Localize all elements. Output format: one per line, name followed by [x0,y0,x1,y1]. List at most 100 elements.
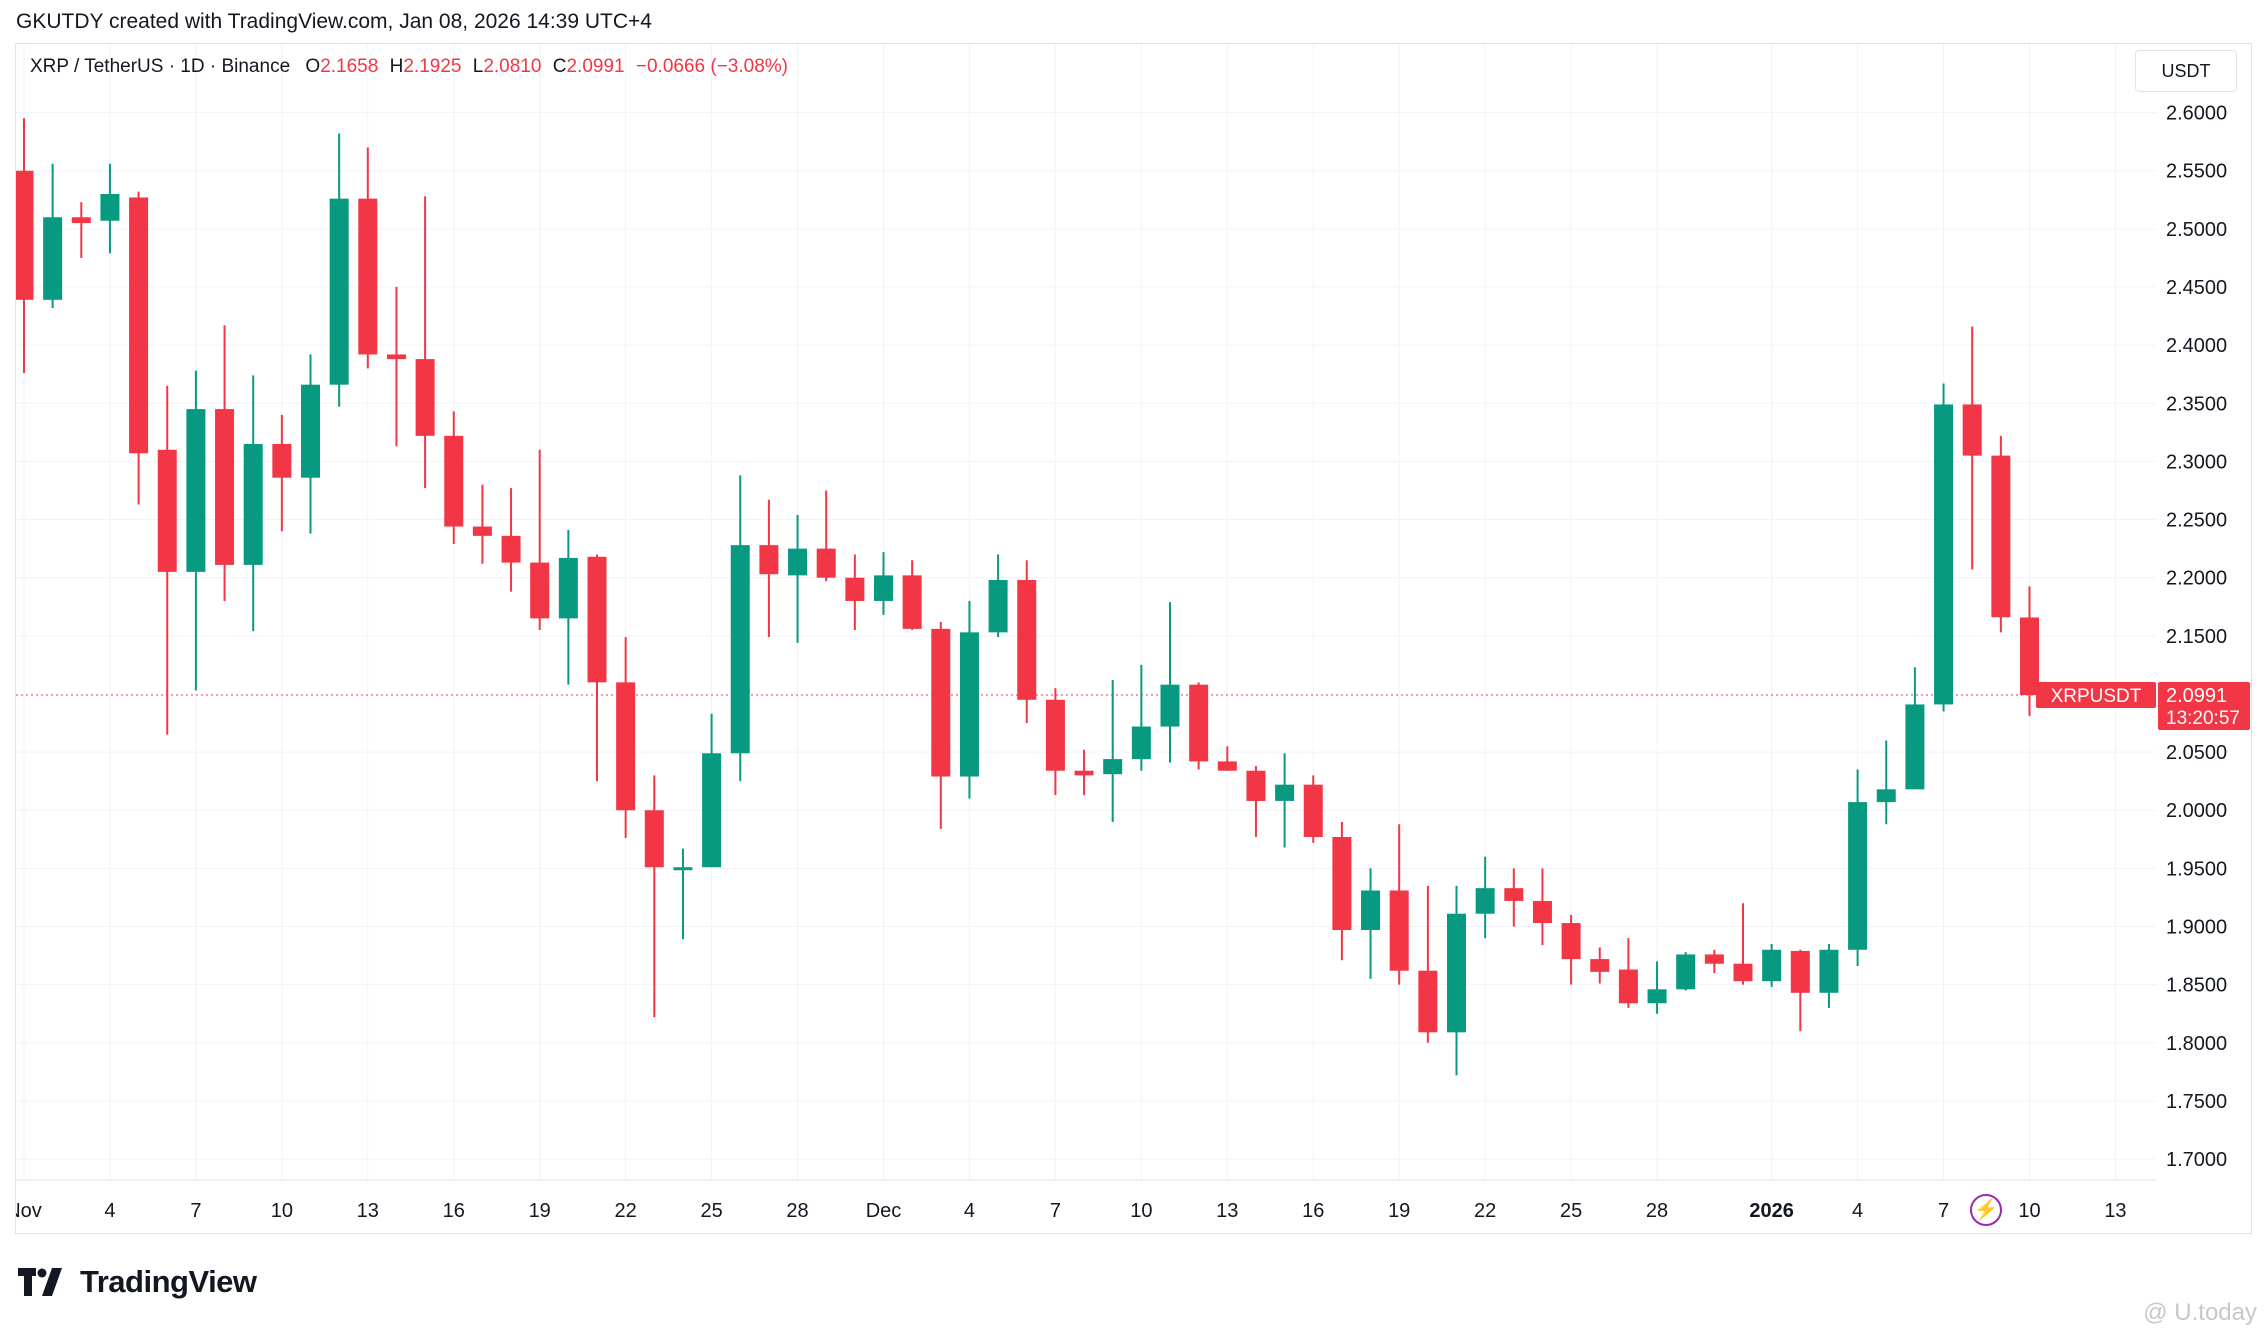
candle-body [1991,455,2011,618]
candle-body [959,632,979,777]
candle-body [931,628,951,777]
candle-body [1704,954,1724,964]
candle [931,621,951,829]
candlestick-chart[interactable]: 1.7000 1.7500 1.8000 1.8500 1.9000 1.9500 2.00… [16,44,2252,1234]
x-tick-label: Dec [866,1200,902,1222]
y-tick-label: 2.4000 [2166,335,2227,357]
candle [71,202,91,258]
price-tag: XRPUSDT 2.0991 13:20:57 [2036,682,2250,731]
candle [1561,914,1581,985]
y-tick-label: 2.3000 [2166,451,2227,473]
candle [243,375,263,632]
candle-body [1103,759,1123,775]
candle [129,191,149,505]
candle-body [1189,684,1209,762]
x-tick-label: 28 [1646,1200,1668,1222]
y-tick-label: 1.7500 [2166,1091,2227,1113]
candle-body [1389,890,1409,971]
candle-body [788,548,808,576]
tradingview-logo-text: TradingView [80,1264,257,1299]
candle [1704,949,1724,974]
candle-body [558,557,578,619]
candle-body [186,409,206,572]
candle-body [129,197,149,454]
candle [1361,868,1381,979]
candle [1332,821,1352,961]
candle-body [272,443,292,478]
currency-unit-button[interactable]: USDT [2135,50,2237,92]
candle [587,554,607,782]
candle [902,560,922,631]
candle-body [301,384,320,478]
candle-body [1160,684,1180,727]
x-tick-label: 16 [443,1200,465,1222]
candle-body [1905,704,1925,790]
x-tick-label: 22 [615,1200,637,1222]
candle-body [1590,959,1610,972]
candle-body [1848,802,1868,950]
candle [1762,943,1782,987]
candle-body [71,217,91,224]
candle-body [702,753,722,868]
price-tag-value-bg [2158,682,2250,731]
candle-body [759,545,779,575]
x-tick-label: 7 [190,1200,201,1222]
x-tick-label: 13 [2104,1200,2126,1222]
candle [16,118,34,374]
candle [1045,688,1065,796]
candle [1504,868,1524,927]
x-tick-label: 28 [786,1200,808,1222]
x-tick-label: 10 [271,1200,293,1222]
x-tick-label: 2026 [1749,1200,1794,1222]
x-tick-label: 13 [1216,1200,1238,1222]
candle [301,354,320,534]
candle-body [587,556,607,683]
symbol-title[interactable]: XRP / TetherUS · 1D · Binance [30,56,291,77]
candle [1189,682,1209,770]
candle [1905,667,1925,790]
open-label: O [305,56,321,77]
candle-body [501,535,521,563]
low-value: 2.0810 [483,56,542,77]
x-tick-label: 19 [529,1200,551,1222]
candle [1103,680,1123,822]
x-tick-label: Nov [16,1200,42,1222]
tradingview-logo[interactable]: TradingView [18,1262,257,1302]
y-tick-label: 2.2000 [2166,568,2227,590]
candle [2020,586,2039,717]
candle-body [1962,404,1982,456]
candle [1303,775,1323,843]
x-tick-label: 22 [1474,1200,1496,1222]
watermark: @ U.today [2143,1299,2257,1326]
candle-body [1361,890,1381,931]
y-tick-label: 2.3500 [2166,393,2227,415]
x-tick-label: 10 [1130,1200,1152,1222]
candle [1074,749,1094,796]
x-tick-label: 13 [357,1200,379,1222]
candle-body [358,198,378,355]
x-tick-label: 25 [1560,1200,1582,1222]
y-tick-label: 2.6000 [2166,103,2227,125]
candle-body [415,359,435,436]
x-tick-label: 19 [1388,1200,1410,1222]
candle [1962,326,1982,570]
close-value: 2.0991 [566,56,625,77]
candle [1934,383,1954,712]
ohlc-legend: XRP / TetherUS · 1D · Binance O2.1658 H2… [30,56,794,78]
candle-body [1504,888,1524,901]
x-tick-label: 4 [104,1200,115,1222]
candle [358,147,378,369]
y-tick-label: 2.0000 [2166,800,2227,822]
candle-body [386,354,406,360]
chart-panel[interactable]: 1.7000 1.7500 1.8000 1.8500 1.9000 1.9500 2.00… [15,43,2252,1234]
candle [616,636,636,839]
open-value: 2.1658 [320,56,379,77]
candle [1418,885,1438,1043]
candle [788,514,808,643]
candle [959,600,979,799]
lightning-icon[interactable]: ⚡ [1970,1194,2002,1226]
x-tick-label: 7 [1050,1200,1061,1222]
candle-body [730,545,750,754]
x-axis: Nov 4 7 10 13 16 19 22 25 28 Dec 4 7 10 13 16 19 22 25 28 20… [16,1179,2156,1222]
candle [100,163,120,254]
